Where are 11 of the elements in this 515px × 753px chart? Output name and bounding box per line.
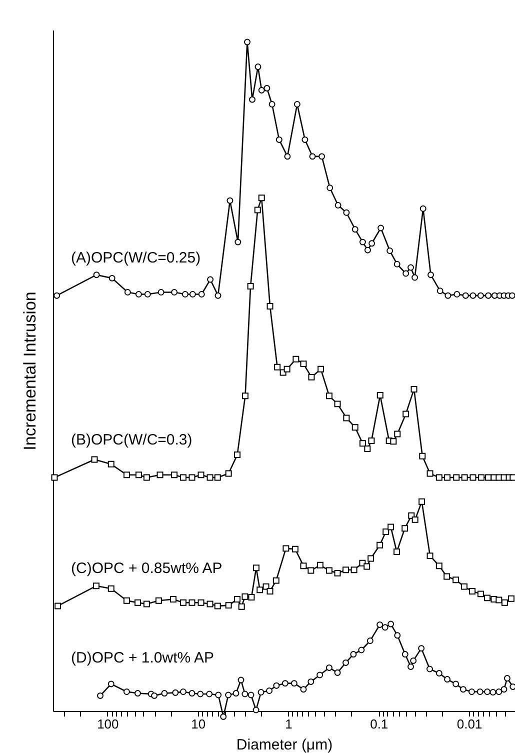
x-tick-label: 100 [97,716,119,732]
y-axis-title: Incremental Intrusion [20,292,40,450]
x-axis-title: Diameter (μm) [236,736,333,753]
x-tick-label: 10 [191,716,206,732]
series-label: (C)OPC + 0.85wt% AP [71,560,222,577]
series-label: (A)OPC(W/C=0.25) [71,250,201,267]
series-label: (D)OPC + 1.0wt% AP [71,650,214,667]
x-tick-label: 0.1 [370,716,388,732]
x-tick-label: 0.01 [456,716,482,732]
x-tick-label: 1 [285,716,292,732]
series-label: (B)OPC(W/C=0.3) [71,432,192,449]
